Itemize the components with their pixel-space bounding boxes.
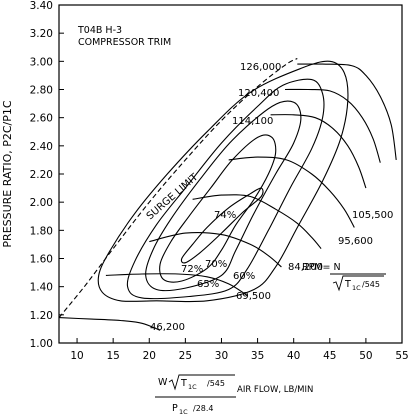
x-axis-label: W T 1C /545 AIR FLOW, LB/MIN P 1C /28.4 <box>155 374 313 416</box>
x-label-sqrt-sign <box>168 374 235 391</box>
x-label-suffix: AIR FLOW, LB/MIN <box>237 385 313 395</box>
speed-line-120400 <box>284 88 381 163</box>
speed-label-114100: 114,100 <box>232 116 273 127</box>
y-tick-label: 2.40 <box>30 141 53 153</box>
plot-frame <box>58 4 403 344</box>
x-tick-labels: 10 15 20 25 30 35 40 45 50 55 <box>70 350 408 362</box>
rpm-formula-sqrt-div: /545 <box>362 280 380 289</box>
y-tick-label: 1.80 <box>30 225 53 237</box>
efficiency-label-65: 65% <box>197 279 219 290</box>
y-tick-label: 1.00 <box>30 338 53 350</box>
speed-label-120400: 120,400 <box>238 88 279 99</box>
y-tick-label: 3.00 <box>30 56 53 68</box>
speed-lines <box>58 63 397 331</box>
x-label-sqrt-sub: 1C <box>188 383 197 391</box>
efficiency-label-60: 60% <box>233 271 255 282</box>
x-label-den-sub: 1C <box>179 408 188 416</box>
x-label-w: W <box>158 377 168 388</box>
efficiency-island-65 <box>126 78 325 300</box>
speed-line-105500 <box>228 156 355 228</box>
x-label-sqrt-t: T <box>180 378 187 389</box>
speed-line-126000 <box>297 63 397 160</box>
y-tick-label: 2.60 <box>30 113 53 125</box>
y-tick-labels: 1.00 1.20 1.40 1.60 1.80 2.00 2.20 2.40 2.60 2.80… <box>30 0 53 350</box>
x-tick-label: 15 <box>106 350 119 362</box>
speed-line-114100 <box>270 114 367 189</box>
efficiency-island-70 <box>145 100 302 292</box>
rpm-formula-sqrt-sign <box>332 275 384 292</box>
y-tick-label: 1.60 <box>30 254 53 266</box>
efficiency-island-72 <box>159 134 277 283</box>
speed-label-95600: 95,600 <box>338 236 373 247</box>
speed-label-126000: 126,000 <box>240 62 281 73</box>
speed-label-105500: 105,500 <box>352 210 393 221</box>
efficiency-islands <box>97 60 349 303</box>
x-tick-label: 25 <box>179 350 192 362</box>
rpm-formula-text: RPM= N <box>302 262 341 273</box>
surge-limit-line <box>58 58 298 318</box>
speed-line-69500 <box>105 273 247 296</box>
x-tick-label: 40 <box>287 350 300 362</box>
x-label-sqrt-div: /545 <box>207 379 225 388</box>
x-tick-label: 55 <box>395 350 408 362</box>
speed-line-46200 <box>58 317 161 331</box>
y-tick-label: 2.20 <box>30 169 53 181</box>
x-label-den-div: /28.4 <box>193 404 214 413</box>
y-axis-label: PRESSURE RATIO, P2C/P1C <box>1 100 14 247</box>
chart-title-line-2: COMPRESSOR TRIM <box>78 37 171 48</box>
rpm-formula-sqrt-sub: 1C <box>352 284 361 292</box>
axis-ticks <box>59 4 403 344</box>
x-tick-label: 20 <box>143 350 156 362</box>
efficiency-island-60 <box>97 60 349 303</box>
y-tick-label: 3.40 <box>30 0 53 12</box>
x-label-den-p: P <box>172 403 178 414</box>
speed-label-69500: 69,500 <box>236 291 271 302</box>
efficiency-label-70: 70% <box>205 259 227 270</box>
efficiency-label-74: 74% <box>214 210 236 221</box>
y-tick-label: 1.40 <box>30 282 53 294</box>
efficiency-island-74 <box>180 187 264 264</box>
speed-label-46200: 46,200 <box>150 322 185 333</box>
x-tick-label: 45 <box>323 350 336 362</box>
y-tick-label: 3.20 <box>30 28 53 40</box>
x-tick-label: 50 <box>359 350 372 362</box>
chart-title-line-1: T04B H-3 <box>77 25 122 36</box>
speed-line-95600 <box>192 194 322 249</box>
rpm-formula-sqrt-t: T <box>344 279 351 290</box>
rpm-formula: RPM= N T 1C /545 <box>302 262 386 292</box>
y-tick-label: 1.20 <box>30 310 53 322</box>
efficiency-label-72: 72% <box>181 264 203 275</box>
speed-line-84200 <box>149 232 282 268</box>
y-tick-label: 2.00 <box>30 197 53 209</box>
x-tick-label: 10 <box>70 350 83 362</box>
y-tick-label: 2.80 <box>30 85 53 97</box>
x-tick-label: 35 <box>251 350 264 362</box>
speed-label-84200: 84,200 <box>288 262 323 273</box>
x-tick-label: 30 <box>215 350 228 362</box>
